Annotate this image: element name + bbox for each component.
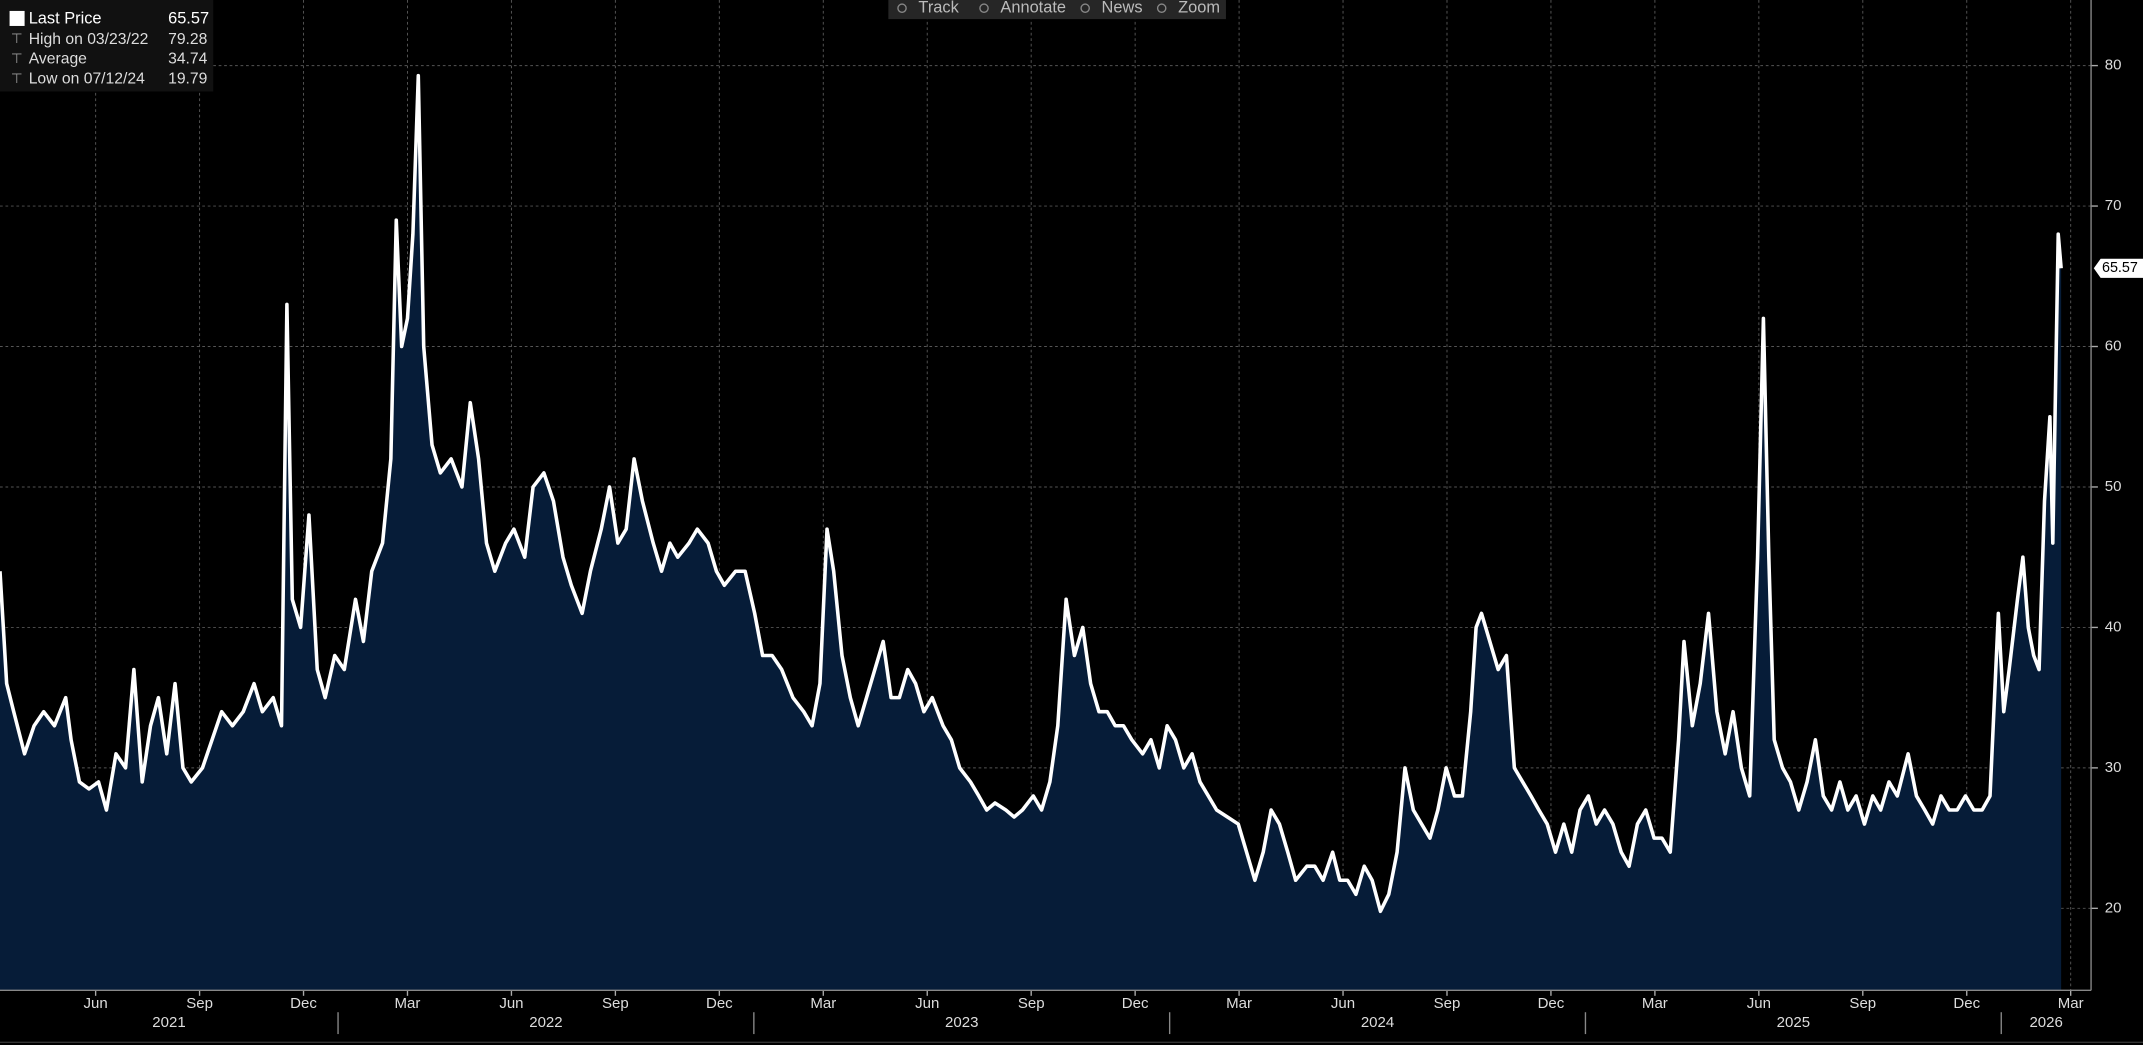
year-label: 2022	[529, 1014, 562, 1031]
toolbar-button[interactable]: Zoom	[1178, 0, 1220, 17]
x-tick-label: Sep	[1018, 995, 1045, 1012]
x-tick-label: Mar	[395, 995, 421, 1012]
x-tick-label: Jun	[915, 995, 939, 1012]
y-tick-label: 30	[2105, 759, 2122, 776]
y-tick-label: 80	[2105, 57, 2122, 74]
last-price-label: 65.57	[2102, 260, 2138, 276]
stat-icon: ⊤	[11, 31, 23, 46]
x-tick-label: Mar	[810, 995, 836, 1012]
stat-icon: ⊤	[11, 71, 23, 86]
toolbar: Track Annotate News Zoom	[888, 0, 1226, 20]
x-tick-label: Mar	[2058, 995, 2084, 1012]
stat-value: 34.74	[168, 51, 208, 68]
toolbar-button[interactable]: Annotate	[1000, 0, 1066, 17]
y-tick-label: 20	[2105, 899, 2122, 916]
year-label: 2025	[1777, 1014, 1810, 1031]
toolbar-button[interactable]: Track	[918, 0, 959, 17]
line	[0, 73, 2063, 914]
y-tick-label: 60	[2105, 337, 2122, 354]
x-tick-label: Dec	[1122, 995, 1149, 1012]
toolbar-icon[interactable]	[1080, 3, 1090, 13]
x-tick-label: Mar	[1642, 995, 1668, 1012]
toolbar-box	[888, 0, 1226, 20]
x-tick-label: Mar	[1226, 995, 1252, 1012]
stat-value: 19.79	[168, 70, 207, 87]
legend: Last Price 65.57 ⊤ High on 03/23/22 79.28 ⊤ Av…	[0, 0, 214, 92]
area	[0, 75, 2062, 991]
x-tick-label: Sep	[186, 995, 213, 1012]
stat-icon: ⊤	[11, 51, 23, 66]
y-tick-label: 50	[2105, 478, 2122, 495]
x-tick-label: Dec	[706, 995, 733, 1012]
x-tick-label: Dec	[290, 995, 317, 1012]
toolbar-icon[interactable]	[1156, 3, 1167, 13]
x-tick-label: Dec	[1953, 995, 1980, 1012]
x-tick-label: Jun	[1331, 995, 1355, 1012]
toolbar-button[interactable]: News	[1102, 0, 1143, 17]
x-tick-label: Jun	[84, 995, 108, 1012]
legend-label: Last Price	[29, 9, 102, 27]
toolbar-icon[interactable]	[979, 3, 989, 13]
legend-box	[0, 0, 214, 92]
plot	[0, 73, 2063, 991]
x-tick-label: Sep	[602, 995, 629, 1012]
stat-value: 79.28	[168, 31, 208, 48]
y-tick-label: 40	[2105, 618, 2122, 635]
stat-label: Low on 07/12/24	[29, 70, 145, 87]
year-label: 2026	[2029, 1014, 2062, 1031]
y-tick-label: 70	[2105, 197, 2122, 214]
last-price-tag	[2093, 258, 2143, 278]
stat-label: Average	[29, 51, 87, 68]
legend-value: 65.57	[168, 9, 209, 27]
x-tick-label: Jun	[499, 995, 523, 1012]
x-tick-label: Dec	[1538, 995, 1565, 1012]
x-tick-label: Jun	[1747, 995, 1771, 1012]
stat-label: High on 03/23/22	[29, 31, 149, 48]
legend-swatch	[9, 10, 25, 26]
x-tick-label: Sep	[1434, 995, 1461, 1012]
year-label: 2024	[1361, 1014, 1394, 1031]
year-label: 2021	[152, 1014, 185, 1031]
year-label: 2023	[945, 1014, 978, 1031]
x-tick-label: Sep	[1849, 995, 1876, 1012]
toolbar-icon[interactable]	[897, 3, 907, 13]
